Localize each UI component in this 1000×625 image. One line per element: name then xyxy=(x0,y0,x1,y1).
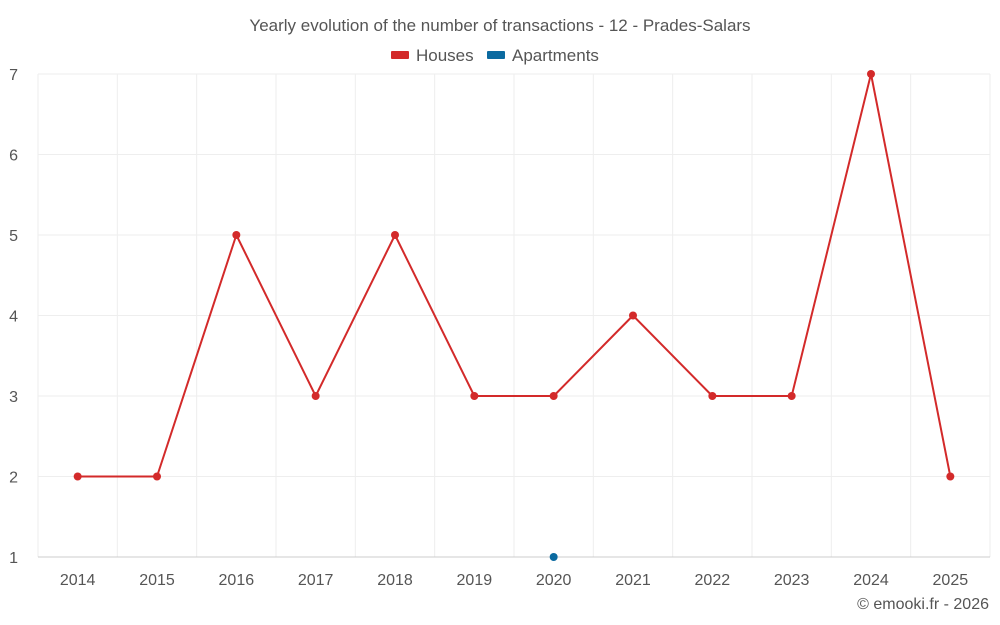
y-tick-label: 1 xyxy=(9,550,18,567)
x-tick-label: 2015 xyxy=(139,572,175,589)
x-tick-label: 2016 xyxy=(219,572,255,589)
data-point-houses-2022[interactable] xyxy=(708,392,717,400)
x-tick-label: 2022 xyxy=(695,572,731,589)
series xyxy=(73,70,955,561)
data-point-houses-2018[interactable] xyxy=(391,231,399,239)
data-point-houses-2021[interactable] xyxy=(629,311,637,320)
x-tick-label: 2025 xyxy=(933,572,969,589)
data-point-houses-2016[interactable] xyxy=(232,231,241,239)
x-tick-label: 2018 xyxy=(377,572,413,589)
legend-swatch-apartments xyxy=(487,51,505,59)
y-tick-label: 3 xyxy=(9,389,18,406)
x-tick-label: 2019 xyxy=(457,572,493,589)
y-tick-label: 7 xyxy=(9,67,18,84)
data-point-houses-2015[interactable] xyxy=(153,472,161,481)
data-point-apartments-2020[interactable] xyxy=(549,553,558,561)
legend-swatch-houses xyxy=(391,51,409,59)
data-point-houses-2017[interactable] xyxy=(311,392,320,400)
x-tick-label: 2023 xyxy=(774,572,810,589)
x-tick-label: 2024 xyxy=(853,572,889,589)
data-point-houses-2020[interactable] xyxy=(549,392,558,400)
data-point-houses-2014[interactable] xyxy=(73,472,82,481)
y-tick-label: 6 xyxy=(9,148,18,165)
legend-label-apartments: Apartments xyxy=(512,46,599,65)
y-tick-label: 5 xyxy=(9,228,18,245)
legend-item-apartments[interactable]: Apartments xyxy=(487,46,599,65)
copyright: © emooki.fr - 2026 xyxy=(857,596,989,613)
data-point-houses-2025[interactable] xyxy=(946,472,955,481)
x-axis-ticks: 2014 2015 2016 2017 2018 2019 2020 2021 2022 2023… xyxy=(60,572,968,589)
legend: Houses Apartments xyxy=(391,46,599,65)
x-tick-label: 2020 xyxy=(536,572,572,589)
chart-title: Yearly evolution of the number of transa… xyxy=(249,16,750,35)
x-tick-label: 2014 xyxy=(60,572,96,589)
data-point-houses-2023[interactable] xyxy=(787,392,796,400)
legend-item-houses[interactable]: Houses xyxy=(391,46,474,65)
x-tick-label: 2021 xyxy=(615,572,651,589)
data-point-houses-2024[interactable] xyxy=(867,70,875,78)
grid xyxy=(37,73,991,557)
x-tick-label: 2017 xyxy=(298,572,334,589)
y-tick-label: 4 xyxy=(9,309,18,326)
series-line-houses xyxy=(77,73,952,478)
data-point-houses-2019[interactable] xyxy=(470,392,479,400)
y-tick-label: 2 xyxy=(9,470,18,487)
legend-label-houses: Houses xyxy=(416,46,474,65)
y-axis-ticks: 1 2 3 4 5 6 7 xyxy=(9,67,18,567)
